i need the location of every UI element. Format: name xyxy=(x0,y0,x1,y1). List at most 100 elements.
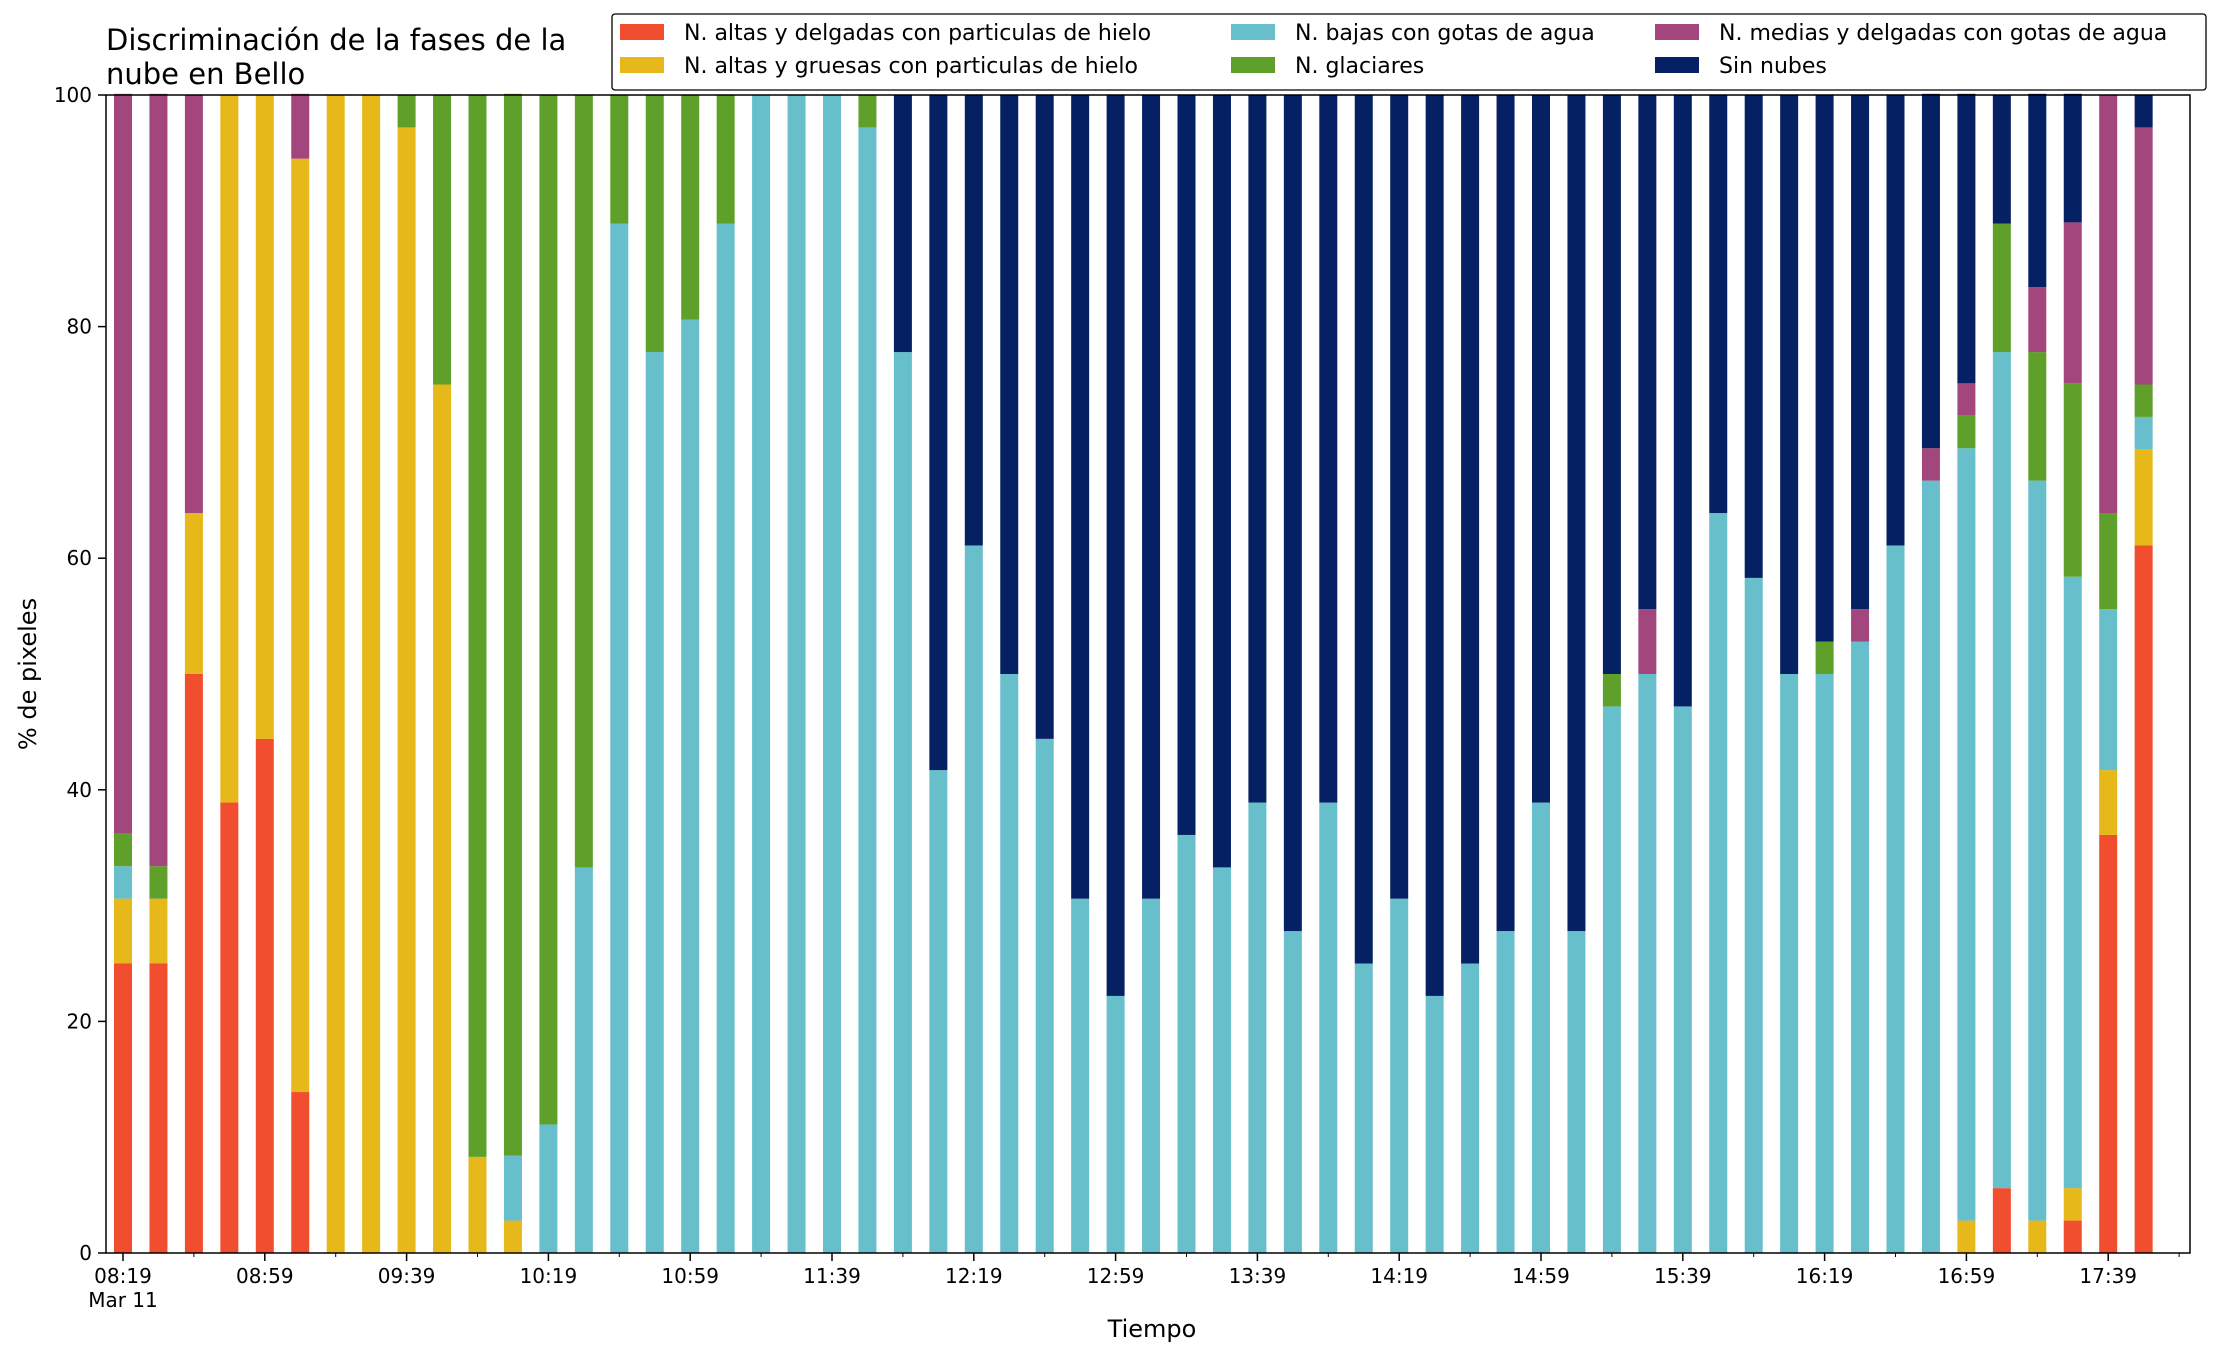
bar-segment-12-series-3 xyxy=(539,95,558,1125)
legend-label-4: N. medias y delgadas con gotas de agua xyxy=(1719,21,2167,46)
y-tick-label-2: 40 xyxy=(67,778,92,802)
bar-segment-18-series-2 xyxy=(752,95,771,1253)
y-axis-title: % de pixeles xyxy=(14,598,42,750)
bar-segment-0-series-4 xyxy=(114,93,132,834)
bar-segment-34-series-5 xyxy=(1319,95,1338,803)
bar-segment-16-series-3 xyxy=(681,95,700,320)
bar-segment-55-series-2 xyxy=(2063,576,2082,1189)
bar-segment-52-series-4 xyxy=(1957,383,1976,416)
bar-segment-19-series-2 xyxy=(787,95,806,1253)
bar-segment-2-series-4 xyxy=(184,95,203,514)
bar-segment-13-series-2 xyxy=(574,867,593,1253)
bar-segment-1-series-3 xyxy=(149,866,168,899)
bar-segment-1-series-1 xyxy=(149,898,168,964)
bar-segment-44-series-5 xyxy=(1673,95,1692,707)
legend-label-5: Sin nubes xyxy=(1719,54,1827,79)
bar-segment-43-series-4 xyxy=(1638,609,1657,674)
bar-segment-31-series-2 xyxy=(1212,867,1231,1253)
bar-segment-53-series-5 xyxy=(1992,95,2011,224)
bar-segment-49-series-5 xyxy=(1851,95,1870,610)
bar-segment-5-series-0 xyxy=(291,1092,310,1253)
legend-label-1: N. altas y gruesas con particulas de hie… xyxy=(684,54,1138,79)
bar-segment-3-series-1 xyxy=(220,95,239,803)
bar-segment-54-series-3 xyxy=(2028,352,2047,481)
bar-segment-26-series-2 xyxy=(1035,738,1054,1253)
bar-segment-52-series-5 xyxy=(1957,93,1976,384)
bar-segment-45-series-5 xyxy=(1709,95,1728,514)
bar-segment-24-series-2 xyxy=(964,545,983,1253)
bar-segment-55-series-5 xyxy=(2063,93,2082,223)
x-tick-label-2: 09:39 xyxy=(378,1264,436,1288)
x-axis: 08:19 08:59 09:39 10:19 10:59 11:39 12:19 12:59… xyxy=(94,1253,2180,1288)
bar-segment-46-series-5 xyxy=(1744,95,1763,578)
x-tick-label-3: 10:19 xyxy=(520,1264,578,1288)
bar-segment-40-series-2 xyxy=(1532,802,1550,1253)
legend-swatch-0 xyxy=(620,24,664,40)
bar-segment-56-series-0 xyxy=(2099,834,2118,1253)
bar-segment-48-series-3 xyxy=(1815,641,1834,674)
bar-segment-37-series-5 xyxy=(1425,95,1444,996)
x-tick-label-1: 08:59 xyxy=(236,1264,294,1288)
bar-segment-20-series-2 xyxy=(823,95,841,1253)
bar-segment-8-series-3 xyxy=(397,95,416,128)
bar-segment-55-series-3 xyxy=(2063,383,2082,577)
legend-swatch-5 xyxy=(1655,57,1699,73)
y-tick-label-0: 0 xyxy=(79,1241,92,1265)
bar-segment-51-series-4 xyxy=(1921,448,1940,481)
bar-segment-48-series-5 xyxy=(1815,95,1834,642)
bar-segment-50-series-2 xyxy=(1886,545,1905,1253)
bar-segment-22-series-2 xyxy=(893,352,912,1254)
bar-segment-6-series-1 xyxy=(326,95,345,1253)
bar-segment-36-series-2 xyxy=(1390,898,1409,1253)
bar-segment-57-series-3 xyxy=(2134,384,2153,417)
bar-segment-39-series-5 xyxy=(1496,95,1515,932)
bar-segment-0-series-0 xyxy=(114,963,132,1253)
bar-segment-40-series-5 xyxy=(1532,95,1550,803)
bar-segment-3-series-0 xyxy=(220,802,239,1253)
bar-segment-11-series-1 xyxy=(503,1220,522,1253)
bar-segment-0-series-3 xyxy=(114,833,132,867)
bar-segment-0-series-2 xyxy=(114,866,132,899)
bar-segment-50-series-5 xyxy=(1886,95,1905,546)
bar-segment-45-series-2 xyxy=(1709,513,1728,1253)
bar-segment-56-series-1 xyxy=(2099,770,2118,835)
bar-segment-47-series-2 xyxy=(1780,674,1799,1253)
bar-segment-35-series-2 xyxy=(1354,963,1373,1253)
bar-segment-26-series-5 xyxy=(1035,95,1054,739)
y-tick-label-3: 60 xyxy=(67,546,92,570)
bar-segment-34-series-2 xyxy=(1319,802,1338,1253)
legend-swatch-4 xyxy=(1655,24,1699,40)
bar-segment-57-series-4 xyxy=(2134,127,2153,385)
bar-segment-31-series-5 xyxy=(1212,95,1231,868)
bar-segment-30-series-5 xyxy=(1177,95,1196,835)
legend: N. altas y delgadas con particulas de hi… xyxy=(611,13,2207,91)
bar-segment-2-series-0 xyxy=(184,674,203,1253)
bar-segment-56-series-2 xyxy=(2099,609,2118,771)
legend-swatch-1 xyxy=(620,57,664,73)
bar-segment-32-series-5 xyxy=(1248,95,1267,803)
bar-segment-39-series-2 xyxy=(1496,931,1515,1253)
bar-segment-54-series-4 xyxy=(2028,287,2047,353)
bar-segment-51-series-2 xyxy=(1921,480,1940,1253)
bar-segment-14-series-3 xyxy=(610,95,629,224)
bar-segment-15-series-2 xyxy=(645,352,664,1254)
x-tick-label-6: 12:19 xyxy=(945,1264,1003,1288)
bar-segment-24-series-5 xyxy=(964,95,983,546)
bar-segment-53-series-3 xyxy=(1992,223,2011,353)
bar-segment-47-series-5 xyxy=(1780,95,1799,674)
bar-segment-28-series-5 xyxy=(1106,95,1125,996)
bar-segment-17-series-3 xyxy=(716,95,735,224)
bar-segment-33-series-2 xyxy=(1283,931,1302,1253)
bar-segment-35-series-5 xyxy=(1354,95,1373,964)
bar-segment-49-series-4 xyxy=(1851,609,1870,642)
bar-segment-38-series-5 xyxy=(1461,95,1480,964)
legend-label-0: N. altas y delgadas con particulas de hi… xyxy=(684,21,1151,46)
bar-segment-53-series-2 xyxy=(1992,352,2011,1189)
bar-segment-29-series-5 xyxy=(1142,95,1161,899)
x-tick-label-0: 08:19 xyxy=(94,1264,152,1288)
bar-segment-53-series-0 xyxy=(1992,1188,2011,1253)
bar-segment-15-series-3 xyxy=(645,95,664,353)
bar-segment-54-series-2 xyxy=(2028,480,2047,1221)
bar-segment-10-series-1 xyxy=(468,1156,487,1253)
